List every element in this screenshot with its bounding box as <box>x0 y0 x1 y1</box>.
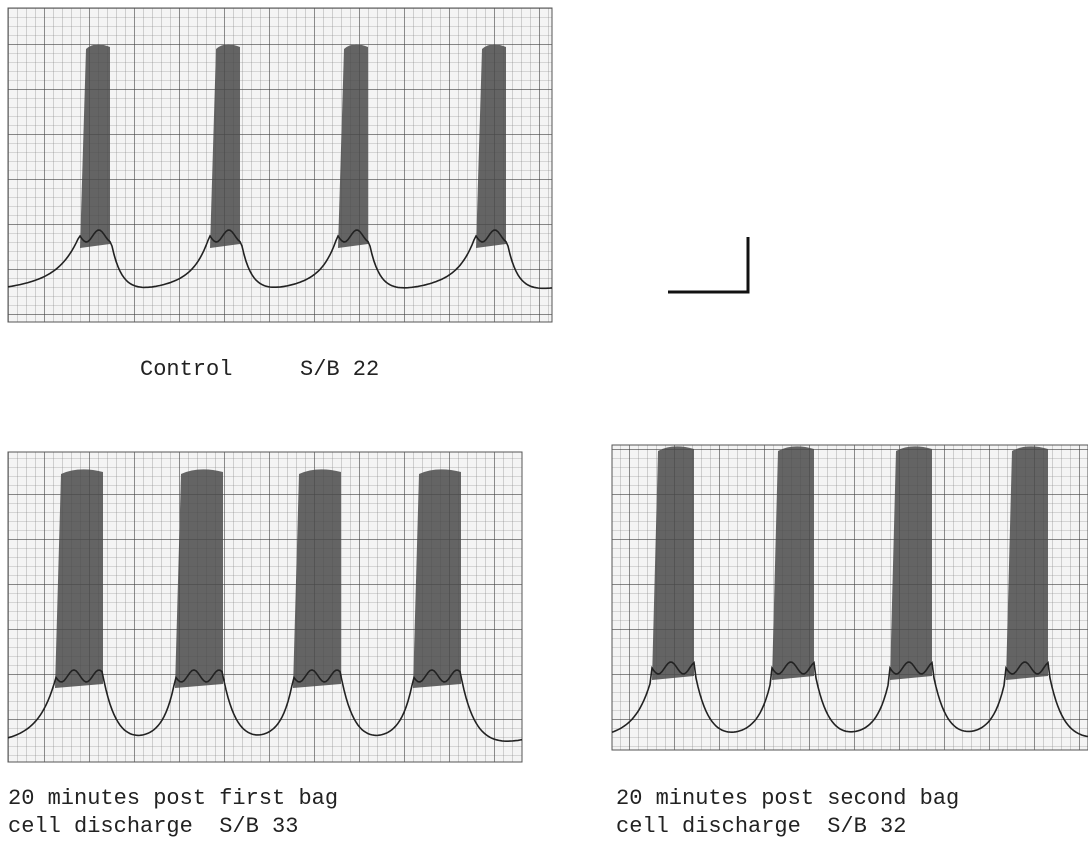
burst <box>80 44 110 248</box>
caption: Control <box>140 357 232 382</box>
trace <box>7 669 523 742</box>
ratio: S/B 22 <box>300 357 379 382</box>
burst <box>55 469 103 688</box>
burst <box>772 446 814 680</box>
burst <box>476 44 506 248</box>
caption-line: cell discharge S/B 32 <box>616 814 906 839</box>
burst <box>175 469 223 688</box>
scale-bar <box>668 237 750 294</box>
burst <box>210 44 240 248</box>
burst <box>652 446 694 680</box>
trace <box>611 660 1088 738</box>
trace <box>7 229 553 290</box>
caption-line: cell discharge S/B 33 <box>8 814 298 839</box>
caption-line: 20 minutes post first bag <box>8 786 338 811</box>
panels <box>7 7 1088 763</box>
burst <box>890 446 932 680</box>
burst <box>338 44 368 248</box>
burst <box>413 469 461 688</box>
burst <box>293 469 341 688</box>
burst <box>1006 446 1048 680</box>
caption-line: 20 minutes post second bag <box>616 786 959 811</box>
